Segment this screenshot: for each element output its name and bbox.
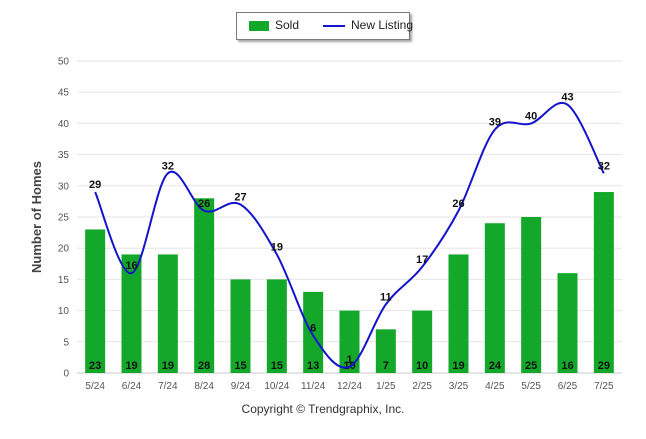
legend-swatch-new-listing xyxy=(323,25,345,27)
data-label-sold: 25 xyxy=(525,360,537,372)
bar-sold xyxy=(484,223,505,373)
data-label-sold: 15 xyxy=(271,360,283,372)
bar-sold xyxy=(194,198,215,373)
data-label-new-listing: 26 xyxy=(198,198,210,210)
x-tick-labels: 5/24 6/24 7/24 8/24 9/24 10/24 11/24 12/24 1/25 2… xyxy=(85,381,614,392)
legend-swatch-sold xyxy=(249,21,269,31)
x-tick-label: 11/24 xyxy=(301,381,326,392)
data-label-sold: 28 xyxy=(198,360,210,372)
x-tick-label: 5/24 xyxy=(85,381,105,392)
bar-series-sold: 23 19 19 28 15 15 13 10 7 10 19 24 25 16 29 xyxy=(85,192,614,373)
bar-sold xyxy=(375,329,396,373)
data-label-new-listing: 32 xyxy=(162,160,174,172)
data-label-new-listing: 29 xyxy=(89,179,101,191)
y-tick-label: 40 xyxy=(58,119,70,130)
x-tick-label: 4/25 xyxy=(485,381,505,392)
data-label-new-listing: 6 xyxy=(310,323,316,335)
data-label-sold: 24 xyxy=(489,360,502,372)
bar-sold xyxy=(85,229,106,373)
data-label-new-listing: 11 xyxy=(380,291,392,303)
y-tick-label: 30 xyxy=(58,181,70,192)
line-new-listing xyxy=(94,101,605,369)
x-tick-label: 3/25 xyxy=(449,381,469,392)
data-label-sold: 19 xyxy=(162,360,174,372)
bar-sold xyxy=(412,310,433,373)
x-tick-label: 8/24 xyxy=(194,381,214,392)
data-label-sold: 15 xyxy=(234,360,246,372)
bar-sold xyxy=(448,254,469,373)
data-label-sold: 13 xyxy=(307,360,319,372)
y-tick-label: 35 xyxy=(58,150,70,161)
x-tick-label: 10/24 xyxy=(264,381,289,392)
data-label-new-listing: 16 xyxy=(125,260,137,272)
data-label-sold: 16 xyxy=(561,360,573,372)
y-tick-label: 10 xyxy=(58,306,70,317)
x-tick-label: 5/25 xyxy=(521,381,541,392)
x-tick-label: 7/25 xyxy=(594,381,614,392)
bar-sold xyxy=(557,273,578,373)
y-tick-label: 25 xyxy=(58,213,70,224)
x-tick-label: 6/24 xyxy=(122,381,142,392)
data-label-sold: 10 xyxy=(416,360,428,372)
data-label-sold: 7 xyxy=(383,360,389,372)
data-label-sold: 19 xyxy=(452,360,464,372)
x-tick-label: 6/25 xyxy=(558,381,578,392)
bar-sold xyxy=(303,291,324,373)
bar-sold xyxy=(266,279,287,373)
x-tick-label: 9/24 xyxy=(231,381,251,392)
data-label-sold: 19 xyxy=(125,360,137,372)
y-tick-label: 5 xyxy=(63,337,69,348)
y-tick-label: 0 xyxy=(63,369,69,380)
y-tick-label: 50 xyxy=(58,57,70,68)
x-tick-label: 2/25 xyxy=(412,381,432,392)
bar-sold xyxy=(157,254,178,373)
bar-sold xyxy=(521,217,542,373)
x-tick-label: 1/25 xyxy=(376,381,396,392)
data-label-new-listing: 39 xyxy=(489,117,501,129)
legend-label-new-listing: New Listing xyxy=(351,18,414,32)
bar-sold xyxy=(339,310,360,373)
data-label-new-listing: 43 xyxy=(561,92,573,104)
y-tick-label: 15 xyxy=(58,275,70,286)
data-label-new-listing: 32 xyxy=(598,160,610,172)
y-tick-label: 20 xyxy=(58,244,70,255)
y-axis-label: Number of Homes xyxy=(29,161,44,273)
data-label-new-listing: 27 xyxy=(234,192,246,204)
legend-label-sold: Sold xyxy=(275,18,300,32)
x-tick-label: 12/24 xyxy=(337,381,362,392)
y-tick-label: 45 xyxy=(58,88,70,99)
bar-sold xyxy=(593,192,614,373)
bar-sold xyxy=(121,254,142,373)
data-label-new-listing: 40 xyxy=(525,110,537,122)
data-label-sold: 29 xyxy=(598,360,610,372)
data-label-new-listing: 1 xyxy=(346,354,352,366)
y-tick-labels: 0 5 10 15 20 25 30 35 40 45 50 xyxy=(58,57,70,380)
copyright-text: Copyright © Trendgraphix, Inc. xyxy=(241,402,405,416)
data-label-new-listing: 19 xyxy=(271,241,283,253)
data-label-new-listing: 26 xyxy=(452,198,464,210)
data-label-new-listing: 17 xyxy=(416,254,428,266)
x-tick-label: 7/24 xyxy=(158,381,178,392)
data-label-sold: 23 xyxy=(89,360,101,372)
legend[interactable]: Sold New Listing xyxy=(236,12,414,40)
bar-sold xyxy=(230,279,251,373)
